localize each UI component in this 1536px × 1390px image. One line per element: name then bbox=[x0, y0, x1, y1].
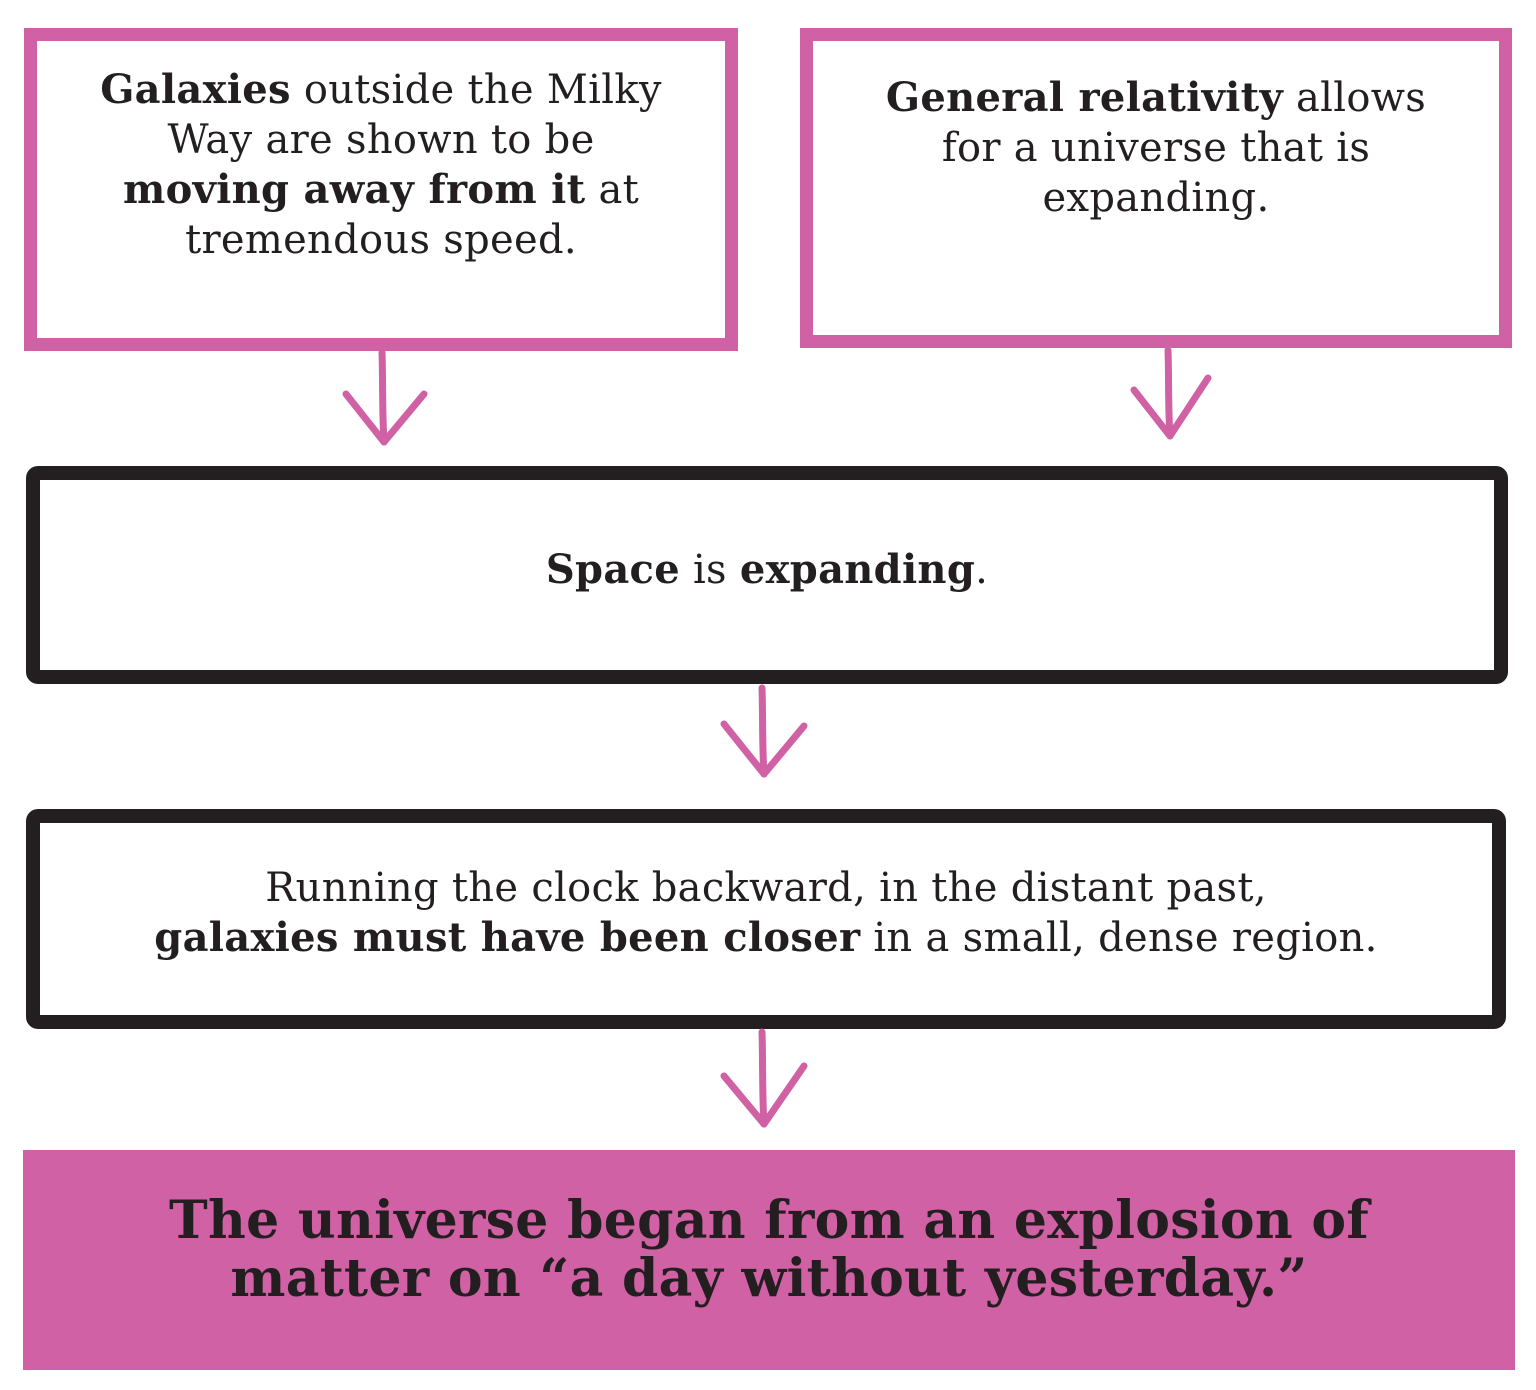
relativity-node: General relativity allows for a universe… bbox=[800, 28, 1512, 348]
galaxies-bold-phrase: moving away from it bbox=[123, 165, 586, 213]
relativity-node-text: General relativity allows for a universe… bbox=[856, 73, 1456, 223]
space-bold-term: Space bbox=[545, 546, 680, 593]
down-arrow-icon bbox=[720, 1028, 808, 1128]
down-arrow-icon bbox=[720, 684, 808, 778]
space-node: Space is expanding. bbox=[26, 466, 1508, 684]
relativity-bold-term: General relativity bbox=[885, 74, 1283, 121]
galaxies-bold-term: Galaxies bbox=[100, 65, 291, 113]
conclusion-node: The universe began from an explosion of … bbox=[23, 1150, 1515, 1370]
down-arrow-icon bbox=[342, 348, 428, 446]
closer-text-part2: in a small, dense region. bbox=[860, 915, 1378, 961]
space-bold-phrase: expanding bbox=[739, 546, 976, 593]
down-arrow-icon bbox=[1130, 346, 1212, 440]
space-text-part2: . bbox=[975, 547, 989, 593]
closer-bold-phrase: galaxies must have been closer bbox=[154, 914, 861, 961]
closer-node: Running the clock backward, in the dista… bbox=[26, 809, 1506, 1029]
closer-node-text: Running the clock backward, in the dista… bbox=[116, 863, 1416, 963]
conclusion-text: The universe began from an explosion of … bbox=[168, 1190, 1370, 1309]
space-node-text: Space is expanding. bbox=[546, 545, 988, 595]
galaxies-text-part2: at tremendous speed. bbox=[185, 166, 639, 263]
space-text-part1: is bbox=[679, 547, 740, 593]
relativity-text-part1: allows for a universe that is expanding. bbox=[941, 75, 1427, 221]
closer-text-part1: Running the clock backward, in the dista… bbox=[265, 865, 1267, 911]
galaxies-text-part1: outside the Milky Way are shown to be bbox=[167, 66, 662, 163]
galaxies-node-text: Galaxies outside the Milky Way are shown… bbox=[81, 65, 681, 265]
galaxies-node: Galaxies outside the Milky Way are shown… bbox=[24, 28, 738, 351]
